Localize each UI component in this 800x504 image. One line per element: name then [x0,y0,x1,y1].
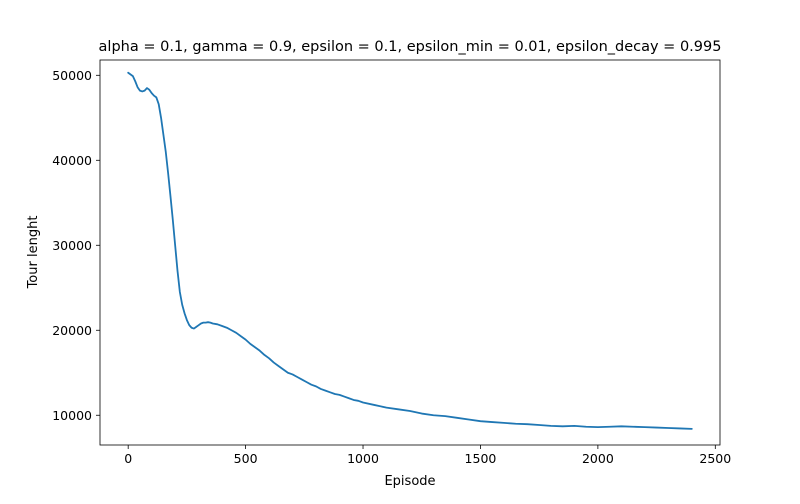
x-tick-label: 2000 [582,451,614,466]
y-tick-label: 30000 [52,238,92,253]
x-tick-label: 0 [124,451,132,466]
axis-layer: 0 500 1000 1500 2000 2500 10000 20000 30000 40000… [52,68,731,466]
x-axis-label: Episode [384,474,435,489]
chart-title: alpha = 0.1, gamma = 0.9, epsilon = 0.1,… [99,39,722,55]
y-tick-label: 10000 [52,408,92,423]
y-axis-label: Tour lenght [26,216,41,290]
x-tick-label: 1500 [465,451,497,466]
plot-frame [99,59,721,446]
y-tick-label: 40000 [52,153,92,168]
series-line-0 [127,71,693,430]
y-tick-label: 50000 [52,68,92,83]
x-tick-label: 2500 [699,451,731,466]
series-layer [127,71,693,430]
x-tick-label: 1000 [347,451,379,466]
plot-area [100,60,720,445]
x-tick-label: 500 [234,451,258,466]
y-tick-label: 20000 [52,323,92,338]
